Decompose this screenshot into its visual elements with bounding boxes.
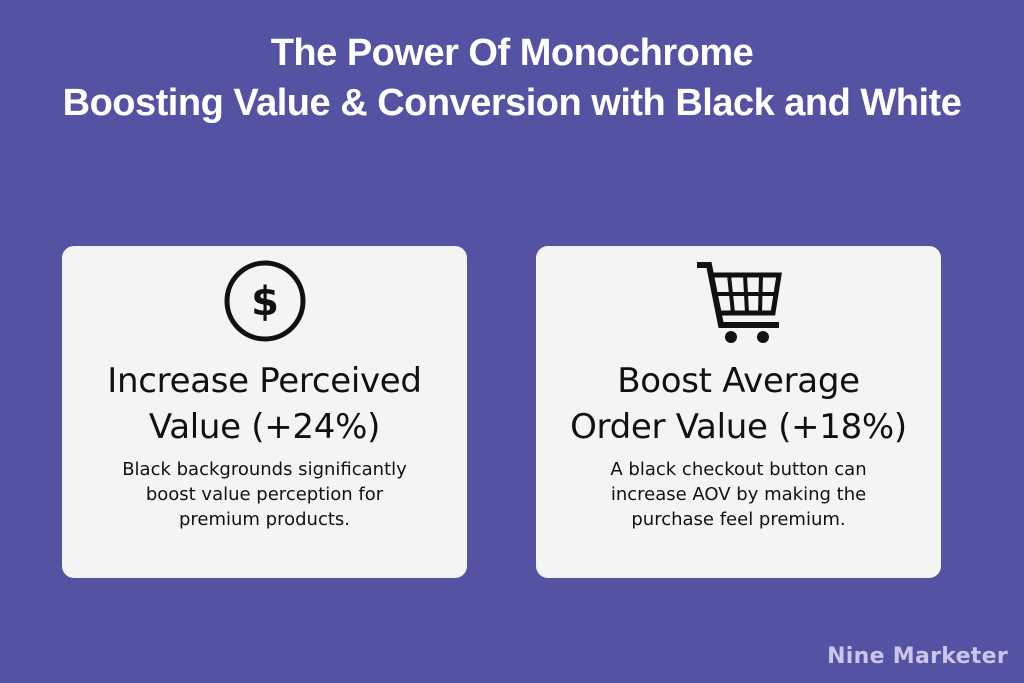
title-line-2: Boosting Value & Conversion with Black a…	[62, 82, 962, 124]
card-description: A black checkout button can increase AOV…	[610, 459, 867, 530]
svg-text:$: $	[251, 279, 279, 325]
card-description: Black backgrounds significantly boost va…	[122, 459, 407, 530]
dollar-circle-icon: $	[224, 260, 305, 342]
card-order-value: Boost Average Order Value (+18%) A black…	[536, 246, 941, 578]
page-title: The Power Of Monochrome Boosting Value &…	[0, 28, 1024, 128]
card-heading: Increase Perceived Value (+24%)	[107, 361, 422, 447]
card-perceived-value: $ Increase Perceived Value (+24%) Black …	[62, 246, 467, 578]
brand-watermark: Nine Marketer	[827, 644, 1008, 669]
title-line-1: The Power Of Monochrome	[270, 32, 754, 74]
card-heading: Boost Average Order Value (+18%)	[570, 361, 907, 447]
shopping-cart-icon	[696, 262, 782, 343]
